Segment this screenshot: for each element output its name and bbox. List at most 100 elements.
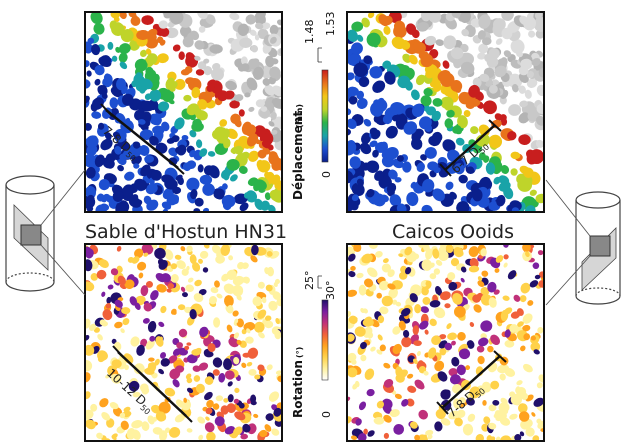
grain [195,69,205,76]
grain [424,146,437,159]
grain [363,118,372,127]
grain [383,362,391,369]
grain [221,194,236,208]
colorbar-mid-label: 25° [303,271,316,291]
grain [213,317,221,328]
grain [443,35,457,50]
colorbar-min-label: 0 [320,171,333,178]
grain [229,12,240,21]
grain [193,208,201,212]
grain [422,178,435,193]
grain [459,397,466,404]
grain [383,25,391,35]
grain [453,398,461,410]
grain [233,398,240,404]
grain [229,100,240,109]
grain [114,299,123,308]
grain [418,116,432,130]
grain [220,405,229,415]
grain [226,158,240,171]
grain [197,416,206,424]
grain [265,315,272,322]
grain [535,30,544,39]
grain [525,427,535,437]
grain [198,362,209,371]
grain [197,61,207,70]
grain [147,320,157,333]
grain [433,82,442,93]
grain [199,326,209,338]
grain [537,250,544,256]
grain [93,22,105,35]
grain [234,145,244,155]
grain [530,335,536,341]
grain [457,332,466,341]
grain [363,428,368,435]
grain [91,111,102,119]
grain [475,91,484,101]
grain [257,309,267,319]
grain [406,398,415,407]
grain [150,404,162,414]
grain [98,179,110,191]
grain [113,16,120,23]
grain [112,131,121,139]
cylinder-sample-icon [545,179,621,306]
grain [261,106,268,112]
grain [174,254,182,260]
grain [351,42,363,55]
grain [450,47,464,60]
grain [233,426,243,436]
grain [228,255,234,261]
grain [347,54,360,66]
grain [370,102,384,117]
grain [444,303,451,309]
grain [120,328,125,334]
caption-sable-hostun: Sable d'Hostun HN31 [85,221,287,243]
grain [253,413,259,418]
grain [437,371,448,382]
grain [105,302,112,309]
grain [418,409,428,420]
grain [118,52,128,63]
grain [160,31,167,37]
grain [174,117,185,130]
grain [412,325,420,335]
grain [529,189,537,196]
grain [268,300,278,311]
grain [517,321,524,327]
grain [533,17,544,32]
grain [171,135,180,143]
grain [246,361,253,367]
grain [407,385,417,393]
grain [143,302,153,312]
grain [394,177,402,183]
grain [487,281,497,293]
grain [524,89,532,99]
grain [115,46,121,53]
grain [212,357,223,368]
grain [386,183,397,194]
grain [458,174,468,184]
grain [115,78,127,91]
grain [363,316,372,324]
grain [431,110,441,122]
grain [194,197,204,207]
grain [429,262,435,268]
grain [158,259,168,270]
grain [155,411,167,422]
grain [435,285,442,296]
grain [423,88,433,97]
grain [413,340,422,347]
grain [119,153,127,161]
grain [445,244,454,254]
grain [128,197,142,208]
grain [86,70,92,77]
grain [247,150,259,162]
grain [205,14,216,25]
grain [189,113,197,121]
grain [446,109,455,118]
grain [478,337,489,347]
grain [120,420,129,430]
grain [527,300,534,306]
